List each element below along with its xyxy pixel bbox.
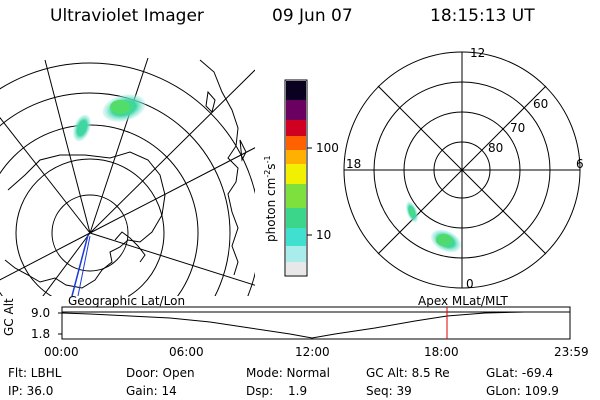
filter-info: Flt: LBHL [8, 366, 62, 380]
colorbar [284, 79, 312, 277]
gain-info: Gain: 14 [126, 384, 177, 398]
glat-info: GLat: -69.4 [486, 366, 553, 380]
seq-info: Seq: 39 [366, 384, 412, 398]
mlat-label-70: 70 [510, 121, 526, 135]
time-tick-1800: 18:00 [424, 345, 459, 359]
geographic-panel-label: Geographic Lat/Lon [68, 294, 186, 308]
alt-tick-9: 9.0 [31, 306, 51, 320]
mlat-label-60: 60 [533, 97, 549, 111]
dsp-value: 1.9 [288, 384, 308, 398]
time-tick-1200: 12:00 [295, 345, 330, 359]
altitude-plot [58, 306, 571, 340]
gc-alt-info: GC Alt: 8.5 Re [366, 366, 450, 380]
gc-alt-axis-label: GC Alt [2, 298, 16, 336]
glon-info: GLon: 109.9 [486, 384, 559, 398]
mlat-label-80: 80 [488, 141, 504, 155]
mode-info: Mode: Normal [246, 366, 330, 380]
mlt-label-6: 6 [576, 157, 584, 171]
dsp-label: Dsp: [246, 384, 274, 398]
time-tick-0000: 00:00 [44, 345, 79, 359]
mlt-label-18: 18 [346, 157, 362, 171]
time-label: 18:15:13 UT [430, 6, 535, 26]
time-tick-0600: 06:00 [169, 345, 204, 359]
apex-panel-label: Apex MLat/MLT [418, 294, 508, 308]
mlt-label-0: 0 [466, 277, 474, 291]
mlt-label-12: 12 [470, 46, 486, 60]
geographic-map [0, 57, 255, 296]
mlat-mlt-plot [343, 51, 581, 289]
door-info: Door: Open [126, 366, 195, 380]
date-label: 09 Jun 07 [272, 6, 353, 26]
instrument-title: Ultraviolet Imager [50, 6, 204, 26]
ip-info: IP: 36.0 [8, 384, 54, 398]
alt-tick-1-8: 1.8 [31, 327, 51, 341]
colorbar-unit-label: photon cm-2s-1 [263, 155, 278, 242]
time-tick-2359: 23:59 [554, 345, 589, 359]
colorbar-tick-100: 100 [316, 141, 339, 155]
colorbar-tick-10: 10 [316, 228, 332, 242]
